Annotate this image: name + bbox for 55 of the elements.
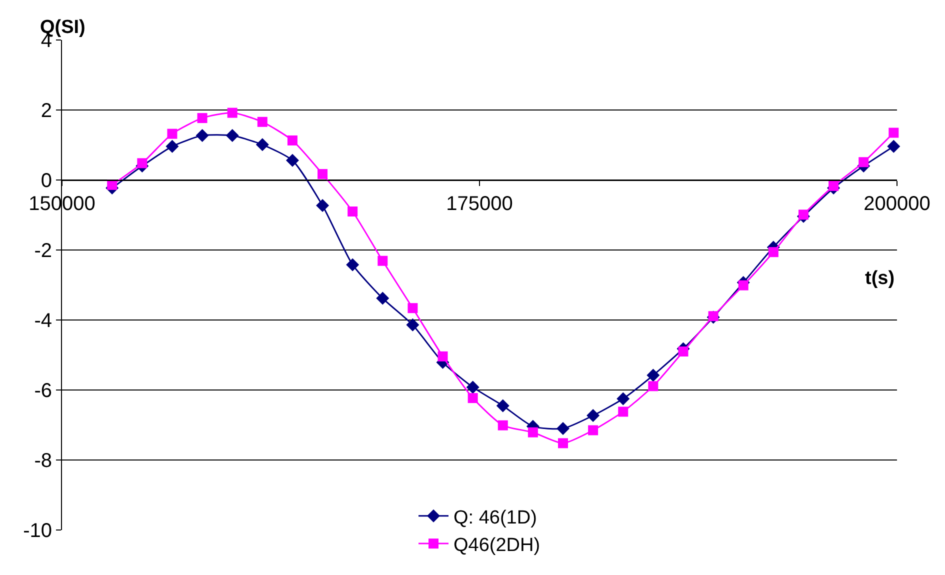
point [226, 129, 239, 142]
point [528, 427, 538, 438]
x-axis-title: t(s) [865, 268, 895, 289]
point [588, 425, 598, 436]
y-tick-label: -10 [23, 520, 52, 542]
point [376, 292, 390, 305]
point [768, 247, 778, 258]
y-tick-label: -6 [34, 380, 52, 402]
point [646, 368, 660, 382]
point [586, 409, 600, 422]
point [798, 210, 808, 220]
point [287, 135, 298, 146]
y-tick-label: -4 [34, 310, 52, 332]
point [166, 140, 179, 153]
legend-label: Q: 46(1D) [454, 507, 537, 528]
point [227, 108, 238, 118]
point [466, 380, 480, 394]
point [196, 129, 209, 142]
point [828, 180, 839, 191]
point [556, 422, 570, 435]
point [197, 113, 208, 124]
point [286, 154, 299, 167]
point [346, 258, 360, 272]
point [408, 303, 418, 314]
point [738, 280, 748, 290]
point [378, 256, 388, 266]
x-tick-label: 200000 [864, 193, 930, 215]
point [257, 116, 268, 127]
legend-label: Q46(2DH) [454, 534, 540, 556]
point [887, 140, 900, 153]
point [348, 206, 358, 216]
point [618, 406, 628, 417]
y-tick-label: 2 [40, 100, 52, 122]
y-tick-label: -2 [34, 240, 52, 262]
point [468, 393, 478, 404]
point [858, 157, 869, 168]
point [107, 180, 118, 190]
point [137, 158, 148, 168]
point [316, 199, 330, 212]
point [498, 420, 508, 430]
point [406, 318, 420, 332]
point [438, 351, 448, 362]
point [616, 392, 630, 406]
point [167, 128, 178, 139]
y-tick-label: -8 [34, 450, 52, 472]
y-tick-label: 0 [40, 170, 52, 192]
point [678, 346, 688, 356]
point [256, 138, 269, 152]
x-tick-label: 175000 [446, 193, 513, 215]
point [318, 169, 328, 180]
point [496, 399, 510, 412]
point [648, 381, 658, 392]
point [558, 438, 568, 448]
point [888, 128, 899, 138]
point [708, 311, 718, 322]
